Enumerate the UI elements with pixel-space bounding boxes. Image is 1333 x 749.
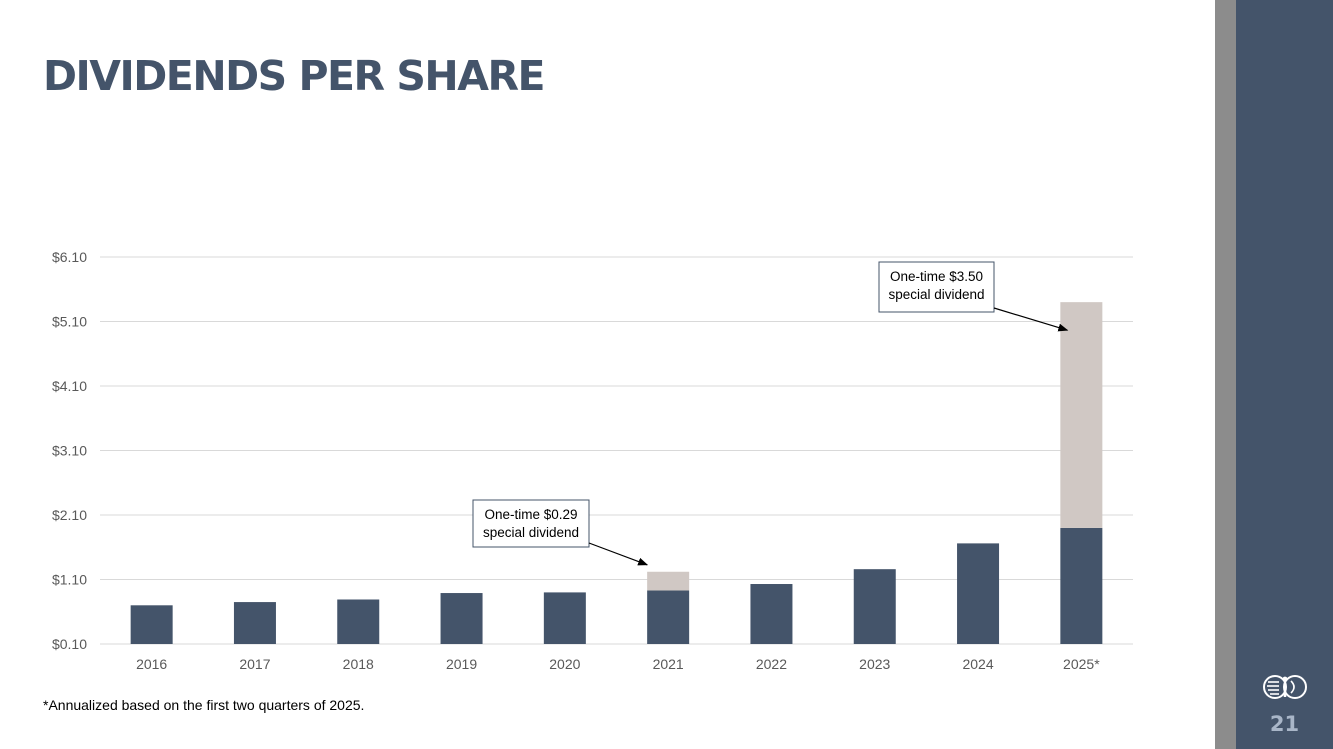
x-tick-label: 2022: [756, 656, 787, 672]
company-logo-icon: [1263, 675, 1307, 699]
annotation-box: [878, 261, 995, 313]
y-tick-label: $2.10: [52, 507, 87, 523]
annotation-callout: One-time $3.50 special dividend: [878, 261, 1069, 332]
sidebar-divider: [1215, 0, 1236, 749]
footnote: *Annualized based on the first two quart…: [43, 697, 365, 713]
bar-regular: [957, 543, 1000, 644]
annotation-line1: One-time $3.50: [890, 269, 983, 284]
x-tick-label: 2023: [859, 656, 890, 672]
x-tick-label: 2021: [653, 656, 684, 672]
x-tick-label: 2020: [549, 656, 580, 672]
annotation-callout: One-time $0.29 special dividend: [472, 499, 649, 566]
y-tick-label: $1.10: [52, 572, 87, 588]
bar-special: [647, 571, 690, 591]
y-tick-label: $3.10: [52, 443, 87, 459]
bar-regular: [543, 592, 586, 644]
annotation-arrow: [993, 307, 1069, 332]
y-tick-label: $0.10: [52, 636, 87, 652]
bar-regular: [440, 593, 483, 644]
bar-regular: [647, 590, 690, 644]
x-tick-label: 2024: [962, 656, 993, 672]
bar-regular: [1060, 527, 1103, 644]
bar-special: [1060, 302, 1103, 528]
x-axis-ticks: 2016 2017 2018 2019 2020 2021 2022 2023 2024 2025…: [136, 656, 1100, 672]
x-tick-label: 2019: [446, 656, 477, 672]
annotation-line2: special dividend: [483, 525, 579, 540]
bar-regular: [853, 569, 896, 644]
bar-regular: [233, 602, 276, 644]
sidebar-band: [1236, 0, 1333, 749]
x-tick-label: 2018: [343, 656, 374, 672]
bar-regular: [130, 605, 173, 644]
annotation-box: [472, 499, 590, 548]
y-tick-label: $4.10: [52, 378, 87, 394]
bars: [130, 302, 1103, 644]
y-tick-label: $5.10: [52, 314, 87, 330]
slide-title: DIVIDENDS PER SHARE: [43, 52, 546, 100]
x-tick-label: 2017: [239, 656, 270, 672]
y-axis-ticks: $0.10 $1.10 $2.10 $3.10 $4.10 $5.10 $6.10: [52, 249, 87, 652]
annotation-line1: One-time $0.29: [484, 507, 577, 522]
annotation-line2: special dividend: [888, 287, 984, 302]
bar-regular: [750, 584, 793, 644]
x-tick-label: 2016: [136, 656, 167, 672]
x-tick-label: 2025*: [1063, 656, 1100, 672]
annotation-arrow: [588, 542, 649, 566]
page-number: 21: [1269, 712, 1300, 736]
bar-regular: [337, 599, 380, 644]
y-tick-label: $6.10: [52, 249, 87, 265]
dividends-bar-chart: $0.10 $1.10 $2.10 $3.10 $4.10 $5.10 $6.10 2016…: [52, 249, 1133, 672]
